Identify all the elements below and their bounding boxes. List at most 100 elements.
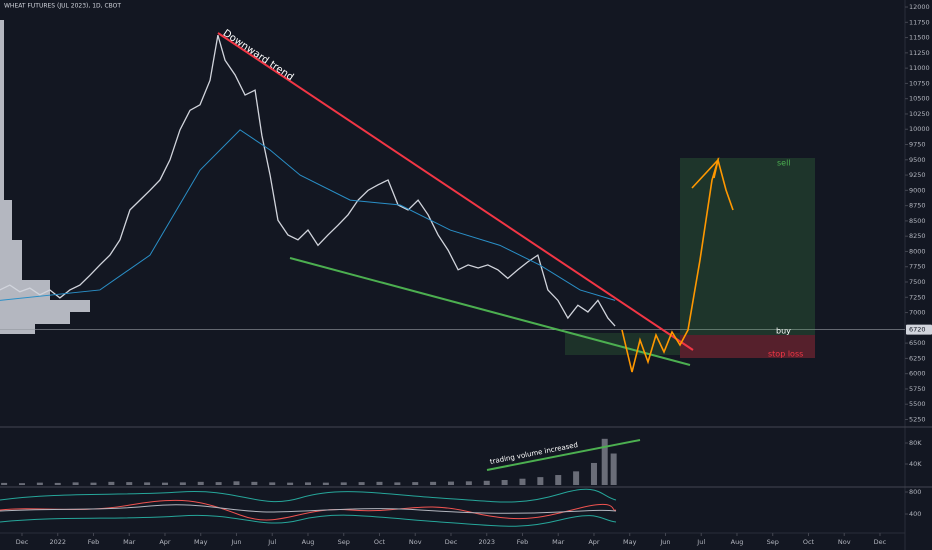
- y-tick-label: 9500: [909, 156, 926, 164]
- volume-bar: [161, 482, 168, 485]
- volume-bar: [269, 482, 276, 485]
- y-tick-label: 5500: [909, 400, 926, 408]
- y-tick-label: 10750: [909, 79, 930, 87]
- volume-bar: [287, 482, 294, 485]
- x-tick-label: Jul: [267, 538, 276, 546]
- y-tick-label: 6250: [909, 354, 926, 362]
- x-tick-label: Apr: [159, 538, 171, 546]
- y-tick-label: 40K: [909, 460, 922, 468]
- volume-bar: [394, 482, 401, 485]
- y-tick-label: 8000: [909, 247, 926, 255]
- target-zone: [680, 158, 815, 335]
- volume-bar: [251, 481, 258, 485]
- volume-bar: [54, 482, 61, 485]
- volume-bar: [573, 471, 580, 485]
- x-tick-label: Feb: [517, 538, 529, 546]
- trendline: [217, 32, 694, 351]
- volume-bar: [358, 482, 365, 485]
- volume-bar: [90, 482, 97, 485]
- y-tick-label: 8500: [909, 217, 926, 225]
- x-tick-label: Jul: [696, 538, 705, 546]
- y-tick-label: 800: [909, 488, 921, 496]
- y-tick-label: 7750: [909, 263, 926, 271]
- x-tick-label: Mar: [123, 538, 136, 546]
- x-tick-label: Feb: [88, 538, 100, 546]
- x-tick-label: Oct: [803, 538, 815, 546]
- x-tick-label: 2022: [49, 538, 66, 546]
- x-tick-label: Oct: [374, 538, 386, 546]
- y-tick-label: 7000: [909, 309, 926, 317]
- x-tick-label: Sep: [767, 538, 779, 546]
- volume-profile: [0, 20, 90, 334]
- y-tick-label: 8750: [909, 202, 926, 210]
- volume-bar: [36, 482, 43, 485]
- y-tick-label: 11250: [909, 49, 930, 57]
- y-tick-label: 400: [909, 510, 921, 518]
- y-tick-label: 6000: [909, 370, 926, 378]
- y-tick-label: 11750: [909, 18, 930, 26]
- trendline: [289, 257, 691, 366]
- y-tick-label: 7500: [909, 278, 926, 286]
- x-tick-label: 2023: [478, 538, 495, 546]
- volume-bar: [501, 480, 508, 485]
- current-price-label: 6720: [909, 326, 926, 334]
- x-tick-label: Nov: [409, 538, 422, 546]
- volume-bar: [376, 481, 383, 485]
- volume-bar: [555, 475, 562, 485]
- y-tick-label: 9250: [909, 171, 926, 179]
- x-tick-label: Dec: [445, 538, 458, 546]
- y-tick-label: 9000: [909, 186, 926, 194]
- annotation: sell: [777, 159, 791, 168]
- volume-bar: [197, 481, 204, 485]
- volume-bar: [126, 482, 133, 485]
- x-tick-label: Dec: [874, 538, 887, 546]
- x-tick-label: Apr: [588, 538, 600, 546]
- y-tick-label: 7250: [909, 293, 926, 301]
- y-tick-label: 80K: [909, 439, 922, 447]
- series-line: [0, 34, 616, 327]
- volume-bar: [108, 481, 115, 485]
- series-line: [0, 129, 616, 301]
- volume-bar: [465, 481, 472, 485]
- x-tick-label: Mar: [552, 538, 565, 546]
- volume-bar: [72, 482, 79, 485]
- trendline: [486, 439, 641, 471]
- x-tick-label: Dec: [16, 538, 29, 546]
- x-tick-label: May: [194, 538, 208, 546]
- volume-bar: [215, 482, 222, 485]
- y-tick-label: 5250: [909, 416, 926, 424]
- volume-bar: [519, 478, 526, 485]
- marks: 6720: [0, 6, 932, 536]
- x-tick-label: Jun: [230, 538, 241, 546]
- y-tick-label: 11500: [909, 34, 930, 42]
- x-tick-label: May: [623, 538, 637, 546]
- y-tick-label: 6500: [909, 339, 926, 347]
- y-tick-label: 8250: [909, 232, 926, 240]
- y-tick-label: 10000: [909, 125, 930, 133]
- volume-bar: [601, 438, 608, 485]
- y-tick-label: 10500: [909, 95, 930, 103]
- volume-bar: [483, 480, 490, 485]
- x-tick-label: Aug: [302, 538, 315, 546]
- y-tick-label: 9750: [909, 141, 926, 149]
- y-tick-label: 11000: [909, 64, 930, 72]
- volume-bar: [590, 462, 597, 485]
- volume-bar: [1, 482, 8, 485]
- volume-bar: [447, 481, 454, 485]
- volume-bar: [18, 483, 25, 485]
- stop-zone: [680, 335, 815, 358]
- volume-bar: [430, 481, 437, 485]
- volume-bar: [233, 481, 240, 485]
- x-tick-label: Nov: [838, 538, 851, 546]
- volume-bar: [322, 482, 329, 485]
- annotation: stop loss: [768, 350, 803, 359]
- indicator: [0, 488, 617, 527]
- volume-bar: [610, 453, 617, 485]
- x-tick-label: Jun: [659, 538, 670, 546]
- x-tick-label: Aug: [731, 538, 744, 546]
- volume-bar: [144, 482, 151, 485]
- volume-bar: [304, 482, 311, 485]
- annotation: buy: [776, 327, 791, 336]
